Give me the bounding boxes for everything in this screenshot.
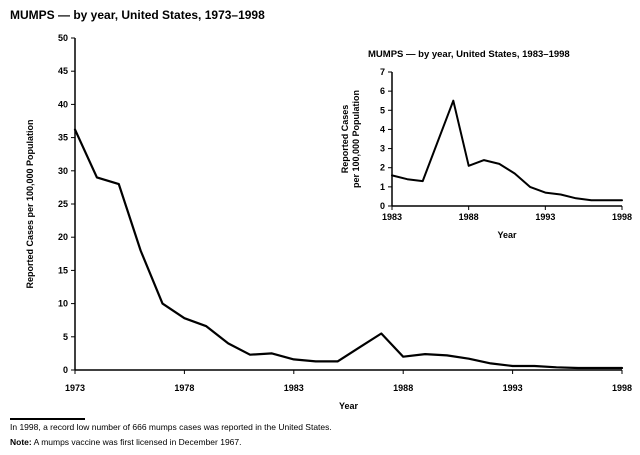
inset-y-tick-label: 3 xyxy=(380,144,385,154)
main-x-tick-label: 1998 xyxy=(612,383,632,393)
inset-y-tick-label: 2 xyxy=(380,163,385,173)
main-y-tick-label: 45 xyxy=(58,66,68,76)
footnote-rule xyxy=(10,418,85,420)
main-x-tick-label: 1973 xyxy=(65,383,85,393)
inset-y-tick-label: 6 xyxy=(380,86,385,96)
main-x-axis-label: Year xyxy=(339,401,359,411)
main-x-tick-label: 1993 xyxy=(503,383,523,393)
main-y-tick-label: 25 xyxy=(58,199,68,209)
main-y-axis-label: Reported Cases per 100,000 Population xyxy=(25,119,35,288)
main-x-tick-label: 1988 xyxy=(393,383,413,393)
note-text: A mumps vaccine was first licensed in De… xyxy=(31,437,242,447)
footnote-record-low: In 1998, a record low number of 666 mump… xyxy=(10,422,332,432)
note-label: Note: xyxy=(10,437,32,447)
main-y-tick-label: 50 xyxy=(58,33,68,43)
inset-x-tick-label: 1998 xyxy=(612,212,632,222)
inset-series-line xyxy=(391,99,623,202)
main-y-tick-label: 15 xyxy=(58,265,68,275)
inset-x-tick-label: 1983 xyxy=(382,212,402,222)
main-y-tick-label: 5 xyxy=(63,332,68,342)
main-x-tick-label: 1983 xyxy=(284,383,304,393)
main-y-tick-label: 35 xyxy=(58,133,68,143)
inset-x-tick-label: 1993 xyxy=(535,212,555,222)
main-y-tick-label: 20 xyxy=(58,232,68,242)
inset-y-tick-label: 7 xyxy=(380,67,385,77)
inset-x-axis-label: Year xyxy=(497,230,517,240)
inset-y-tick-label: 4 xyxy=(380,124,385,134)
main-y-tick-label: 30 xyxy=(58,166,68,176)
main-series-line xyxy=(73,128,624,370)
footnote-vaccine-note: Note: A mumps vaccine was first licensed… xyxy=(10,437,242,447)
inset-y-axis-label: Reported Cases xyxy=(340,105,350,174)
inset-x-tick-label: 1988 xyxy=(459,212,479,222)
main-y-tick-label: 0 xyxy=(63,365,68,375)
main-y-tick-label: 10 xyxy=(58,299,68,309)
main-title: MUMPS — by year, United States, 1973–199… xyxy=(10,8,265,22)
inset-y-axis-label: per 100,000 Population xyxy=(351,90,361,188)
inset-y-tick-label: 5 xyxy=(380,105,385,115)
inset-y-tick-label: 1 xyxy=(380,182,385,192)
main-y-tick-label: 40 xyxy=(58,99,68,109)
main-x-tick-label: 1978 xyxy=(174,383,194,393)
inset-y-tick-label: 0 xyxy=(380,201,385,211)
inset-title: MUMPS — by year, United States, 1983–199… xyxy=(368,49,570,60)
